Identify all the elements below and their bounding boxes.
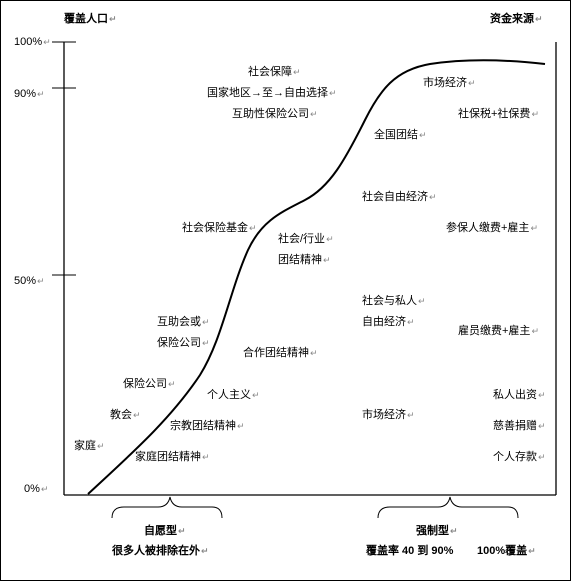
stage-mutual-insurance: 互助性保险公司↵ [232, 108, 318, 120]
coverage-rate-label: 覆盖率 40 到 90% [366, 545, 454, 557]
voluntary-brace [111, 496, 223, 519]
stage-insurance-company-a: 保险公司↵ [157, 337, 210, 349]
stage-market-economy-bottom: 市场经济↵ [362, 409, 415, 421]
funding-private: 私人出资↵ [493, 389, 546, 401]
stage-individualism: 个人主义↵ [207, 389, 260, 401]
stage-social-liberal-economy: 社会自由经济↵ [362, 191, 437, 203]
coverage-curve [87, 59, 546, 495]
tick-label-0: 0%↵ [24, 483, 49, 495]
tick-label-50: 50%↵ [14, 275, 45, 287]
stage-family: 家庭↵ [74, 440, 105, 452]
stage-social-and-private: 社会与私人↵ [362, 295, 426, 307]
stage-cooperative-solidarity: 合作团结精神↵ [243, 347, 318, 359]
compulsory-brace [377, 496, 519, 519]
coverage-population-title: 覆盖人口↵ [64, 13, 117, 25]
full-coverage-label: 100%覆盖↵ [477, 545, 536, 557]
funding-charity: 慈善捐赠↵ [493, 420, 546, 432]
tick-label-100: 100%↵ [14, 36, 51, 48]
funding-personal-savings: 个人存款↵ [493, 451, 546, 463]
stage-free-economy: 自由经济↵ [362, 316, 415, 328]
stage-market-economy-top: 市场经济↵ [423, 77, 476, 89]
stage-church: 教会↵ [110, 409, 141, 421]
stage-social-security: 社会保障↵ [248, 66, 301, 78]
funding-social-tax: 社保税+社保费↵ [458, 108, 539, 120]
tick-label-90: 90%↵ [14, 88, 45, 100]
stage-family-solidarity: 家庭团结精神↵ [135, 451, 210, 463]
stage-social-insurance-fund: 社会保险基金↵ [182, 222, 257, 234]
voluntary-type-title: 自愿型↵ [144, 525, 186, 537]
funding-source-title: 资金来源↵ [490, 13, 543, 25]
stage-national-to-free-choice: 国家地区→至→自由选择↵ [207, 87, 337, 99]
funding-employee-employer: 雇员缴费+雇主↵ [458, 325, 539, 337]
compulsory-type-title: 强制型↵ [416, 525, 458, 537]
stage-mutual-society-or: 互助会或↵ [157, 316, 210, 328]
stage-national-solidarity: 全国团结↵ [374, 129, 427, 141]
stage-social-industry: 社会/行业↵ [278, 233, 334, 245]
stage-insurance-company-b: 保险公司↵ [123, 378, 176, 390]
stage-religious-solidarity: 宗教团结精神↵ [170, 420, 245, 432]
stage-solidarity-spirit: 团结精神↵ [278, 254, 331, 266]
voluntary-type-desc: 很多人被排除在外↵ [112, 545, 209, 557]
funding-insured-employer: 参保人缴费+雇主↵ [446, 222, 538, 234]
